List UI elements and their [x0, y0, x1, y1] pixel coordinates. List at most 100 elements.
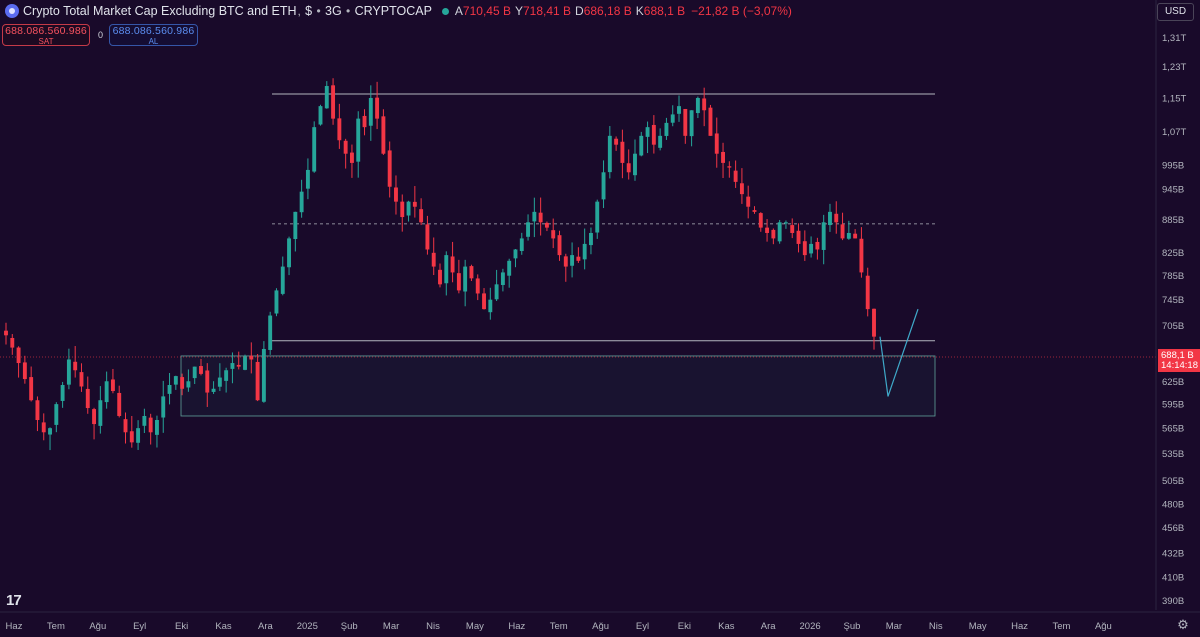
time-tick-label: Nis [929, 621, 943, 632]
time-tick-label: Eyl [636, 621, 649, 632]
candle-body [752, 210, 757, 212]
candle-body [494, 284, 499, 300]
bar-countdown: 14:14:18 [1161, 360, 1198, 371]
candle-body [821, 222, 826, 250]
time-tick-label: 2025 [297, 621, 318, 632]
currency-button[interactable]: USD [1157, 3, 1194, 21]
buy-button[interactable]: 688.086.560.986 AL [109, 24, 198, 46]
candle-body [853, 233, 858, 239]
candle-body [796, 230, 801, 244]
candle-body [526, 222, 531, 237]
candle-body [255, 361, 260, 401]
open-label: A [454, 4, 463, 18]
price-tick-label: 625B [1162, 377, 1184, 388]
candle-body [66, 359, 71, 385]
candle-body [601, 172, 606, 200]
time-tick-label: Eki [678, 621, 691, 632]
cryptocap-logo-icon [5, 4, 19, 18]
price-tick-label: 1,23T [1162, 62, 1186, 73]
drawing-layer[interactable] [180, 93, 936, 417]
price-tick-label: 432B [1162, 548, 1184, 559]
buy-price: 688.086.560.986 [112, 25, 195, 37]
candle-body [532, 211, 537, 222]
candle-body [236, 364, 241, 367]
candle-body [620, 141, 625, 163]
candle-body [192, 366, 197, 379]
candle-body [513, 249, 518, 259]
price-tick-label: 565B [1162, 424, 1184, 435]
candle-body [79, 372, 84, 387]
candle-body [614, 138, 619, 145]
candle-body [22, 362, 27, 380]
candle-body [677, 106, 681, 114]
candle-body [54, 404, 59, 425]
time-tick-label: Eyl [133, 621, 146, 632]
candle-body [173, 376, 178, 385]
candle-body [872, 308, 876, 337]
candle-body [714, 133, 719, 154]
candle-body [865, 275, 870, 310]
price-tick-label: 945B [1162, 185, 1184, 196]
candle-body [519, 238, 524, 252]
last-price-value: 688,1 B [1161, 350, 1194, 361]
candle-body [419, 209, 424, 223]
price-tick-label: 410B [1162, 573, 1184, 584]
candle-body [570, 255, 575, 266]
price-tick-label: 1,07T [1162, 127, 1186, 138]
candle-body [274, 290, 279, 314]
candle-body [683, 108, 688, 136]
settings-gear-icon[interactable]: ⚙ [1177, 617, 1189, 632]
sell-button[interactable]: 688.086.560.986 SAT [2, 24, 90, 46]
price-tick-label: 885B [1162, 215, 1184, 226]
candle-body [840, 224, 845, 239]
candle-body [287, 238, 291, 268]
interval-label[interactable]: 3G [325, 4, 342, 18]
candle-body [92, 409, 97, 425]
candle-body [85, 388, 90, 409]
candle-body [381, 116, 386, 154]
candle-body [161, 396, 166, 418]
candle-body [375, 97, 380, 119]
time-tick-label: Eki [175, 621, 188, 632]
candle-body [41, 422, 46, 433]
candle-body [349, 152, 354, 163]
source-label: CRYPTOCAP [354, 4, 432, 18]
candle-body [123, 419, 128, 433]
tradingview-logo-icon[interactable]: 17 [6, 592, 22, 609]
candle-body [148, 417, 153, 433]
symbol-title[interactable]: Crypto Total Market Cap Excluding BTC an… [23, 4, 297, 18]
candle-body [224, 370, 229, 381]
candle-body [356, 118, 361, 162]
candle-body [110, 379, 115, 392]
candle-body [815, 241, 820, 250]
candle-body [633, 153, 637, 176]
candle-body [664, 122, 669, 136]
candle-body [29, 377, 34, 401]
candle-body [563, 256, 568, 267]
candle-body [180, 377, 185, 389]
spread-value: 0 [98, 30, 104, 40]
candle-body [394, 187, 398, 202]
candle-body [739, 183, 744, 195]
candle-body [783, 222, 788, 224]
time-tick-label: Tem [47, 621, 65, 632]
candle-body [507, 260, 512, 276]
candle-body [4, 330, 8, 336]
time-axis[interactable]: Haz Tem Ağu Eyl Eki Kas Ara 2025 Şub Mar Nis May Haz… [6, 621, 1112, 632]
high-label: Y [514, 4, 523, 18]
candle-body [117, 392, 122, 416]
price-tick-label: 595B [1162, 400, 1184, 411]
time-tick-label: Ağu [1095, 621, 1112, 632]
candle-body [607, 135, 612, 173]
candle-body [299, 191, 304, 213]
candle-body [142, 415, 147, 426]
price-axis[interactable]: 1,39T1,31T1,23T1,15T1,07T995B945B885B825… [1162, 5, 1186, 606]
candle-body [651, 124, 656, 145]
price-tick-label: 456B [1162, 523, 1184, 534]
candle-body [444, 255, 449, 284]
candle-body [155, 420, 159, 435]
candle-body [60, 385, 65, 401]
candle-body [431, 252, 436, 267]
low-label: D [575, 4, 584, 18]
